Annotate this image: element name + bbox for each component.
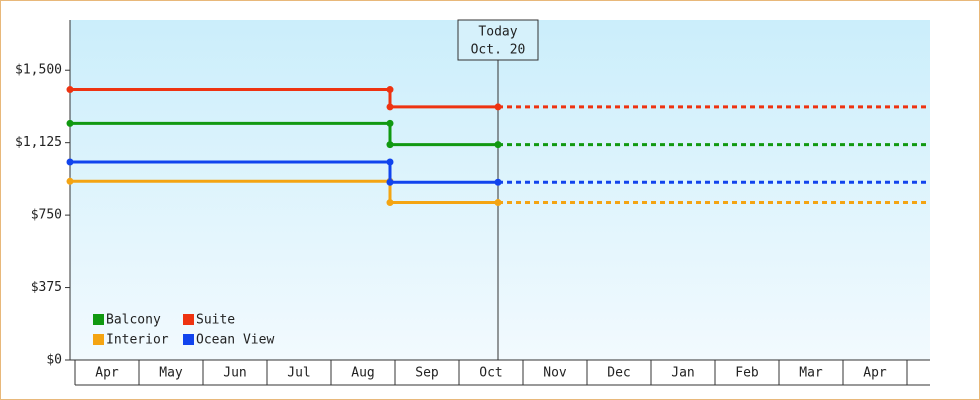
legend-label: Suite <box>196 313 235 328</box>
legend-swatch <box>183 314 194 325</box>
legend-label: Balcony <box>106 313 161 328</box>
point <box>386 86 394 94</box>
today-date: Oct. 20 <box>471 43 526 58</box>
x-tick-label: Jul <box>287 366 310 381</box>
x-tick-label: May <box>159 366 183 381</box>
point <box>494 141 502 149</box>
x-tick-label: Jun <box>223 366 246 381</box>
x-tick-label: Jan <box>671 366 694 381</box>
legend-label: Interior <box>106 333 169 348</box>
series-line <box>70 121 498 147</box>
legend-label: Ocean View <box>196 333 274 348</box>
series-line <box>70 160 498 184</box>
point <box>386 103 394 111</box>
point <box>386 158 394 166</box>
point <box>66 119 74 127</box>
point <box>66 158 74 166</box>
x-tick-label: Feb <box>735 366 759 381</box>
x-tick-label: Apr <box>95 366 119 381</box>
y-tick-label: $750 <box>31 208 62 223</box>
x-tick-label: Dec <box>607 366 630 381</box>
point <box>386 141 394 149</box>
series-line <box>70 179 498 205</box>
point <box>66 177 74 185</box>
legend-swatch <box>183 334 194 345</box>
legend-swatch <box>93 334 104 345</box>
today-box <box>457 19 539 61</box>
point <box>386 119 394 127</box>
point <box>386 178 394 186</box>
point <box>494 103 502 111</box>
y-tick-label: $0 <box>46 353 62 368</box>
y-tick-label: $1,500 <box>15 63 62 78</box>
point <box>386 199 394 207</box>
today-title: Today <box>478 25 517 40</box>
point <box>494 178 502 186</box>
legend-swatch <box>93 314 104 325</box>
point <box>66 86 74 94</box>
x-tick-label: Sep <box>415 366 439 381</box>
y-tick-label: $1,125 <box>15 135 62 150</box>
series-line <box>70 88 498 109</box>
x-tick-label: Oct <box>479 366 502 381</box>
x-tick-label: Nov <box>543 366 567 381</box>
x-tick-label: Aug <box>351 366 374 381</box>
x-tick-label: Apr <box>863 366 887 381</box>
y-tick-label: $375 <box>31 280 62 295</box>
plot-area <box>70 20 930 360</box>
point <box>494 199 502 207</box>
x-tick-label: Mar <box>799 366 823 381</box>
